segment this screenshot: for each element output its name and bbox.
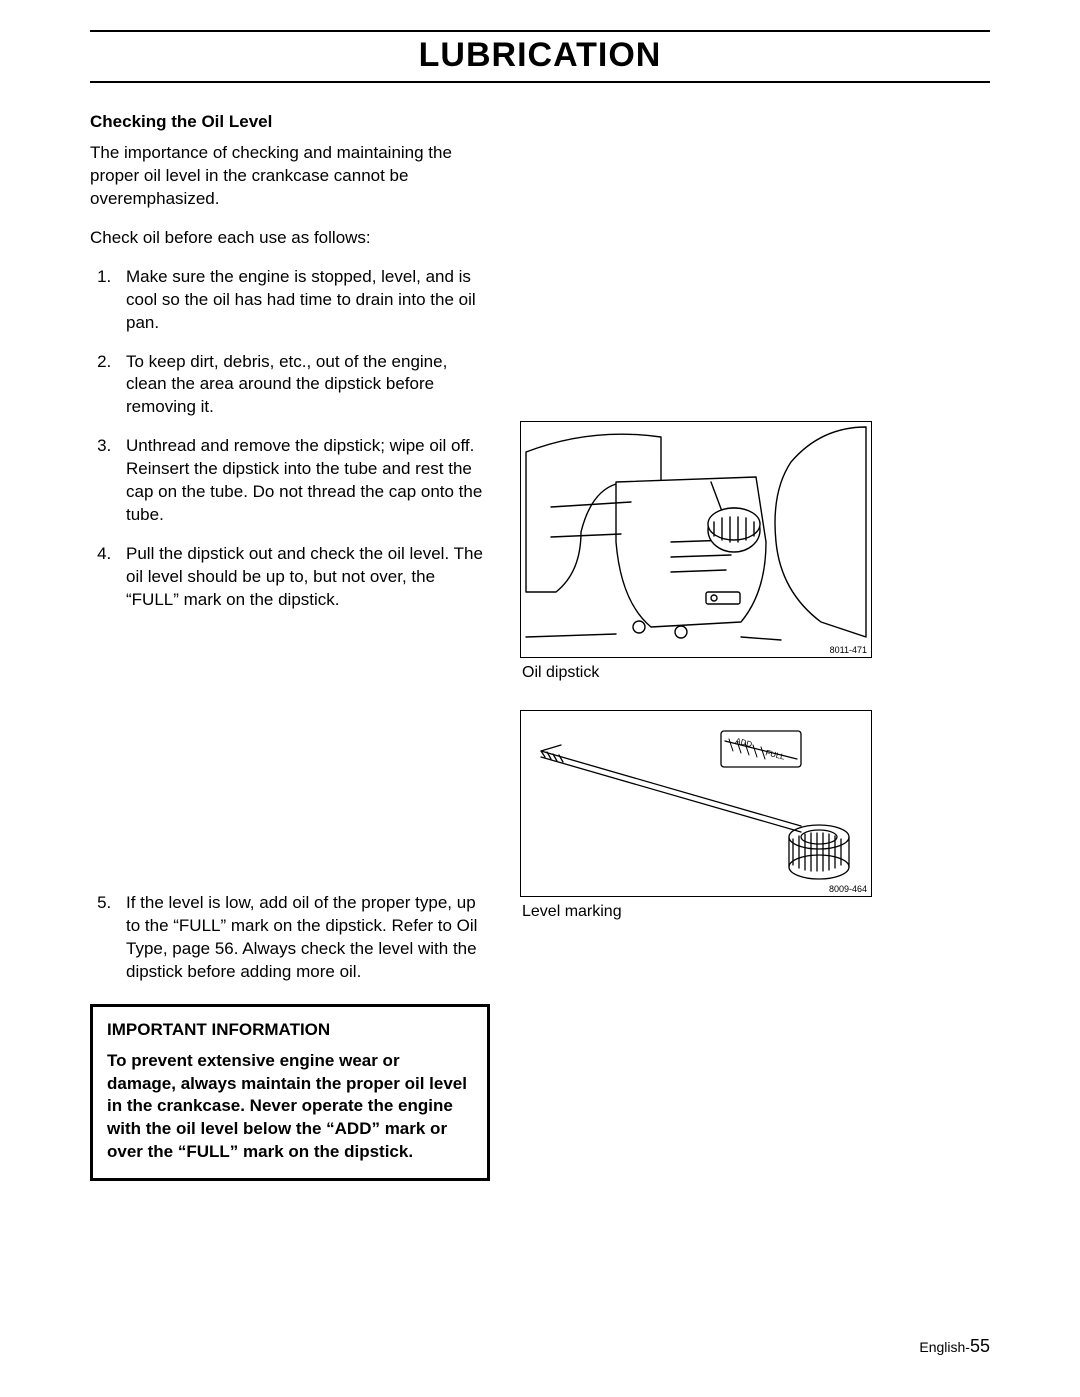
steps-list-a: Make sure the engine is stopped, level, … bbox=[90, 266, 490, 612]
right-column: 8011-471 Oil dipstick bbox=[520, 101, 990, 1181]
figure-level-marking: ADD FULL 8009-464 bbox=[520, 710, 872, 897]
page-footer: English-55 bbox=[919, 1336, 990, 1357]
section-heading: Checking the Oil Level bbox=[90, 111, 490, 134]
two-column-layout: Checking the Oil Level The importance of… bbox=[90, 101, 990, 1181]
footer-page-number: 55 bbox=[970, 1336, 990, 1356]
oil-dipstick-illustration-icon bbox=[521, 422, 871, 657]
rule-top bbox=[90, 30, 990, 32]
info-box-title: IMPORTANT INFORMATION bbox=[107, 1019, 473, 1042]
intro-paragraph: The importance of checking and maintaini… bbox=[90, 142, 490, 211]
figure2-caption: Level marking bbox=[522, 903, 990, 921]
rule-bottom bbox=[90, 81, 990, 83]
figure-id-tag: 8011-471 bbox=[830, 645, 867, 655]
figure1-caption: Oil dipstick bbox=[522, 664, 990, 682]
step-item: If the level is low, add oil of the prop… bbox=[116, 892, 490, 984]
step-item: Pull the dipstick out and check the oil … bbox=[116, 543, 490, 612]
manual-page: LUBRICATION Checking the Oil Level The i… bbox=[0, 0, 1080, 1397]
footer-lang: English- bbox=[919, 1339, 970, 1355]
step-item: To keep dirt, debris, etc., out of the e… bbox=[116, 351, 490, 420]
lead-paragraph: Check oil before each use as follows: bbox=[90, 227, 490, 250]
steps-list-b: If the level is low, add oil of the prop… bbox=[90, 892, 490, 984]
figure-id-tag: 8009-464 bbox=[829, 884, 867, 894]
step-item: Unthread and remove the dipstick; wipe o… bbox=[116, 435, 490, 527]
level-marking-illustration-icon: ADD FULL bbox=[521, 711, 871, 896]
important-info-box: IMPORTANT INFORMATION To prevent extensi… bbox=[90, 1004, 490, 1182]
left-column: Checking the Oil Level The importance of… bbox=[90, 101, 490, 1181]
info-box-body: To prevent extensive engine wear or dama… bbox=[107, 1050, 473, 1165]
figure-oil-dipstick: 8011-471 bbox=[520, 421, 872, 658]
step-item: Make sure the engine is stopped, level, … bbox=[116, 266, 490, 335]
page-title: LUBRICATION bbox=[90, 36, 990, 75]
